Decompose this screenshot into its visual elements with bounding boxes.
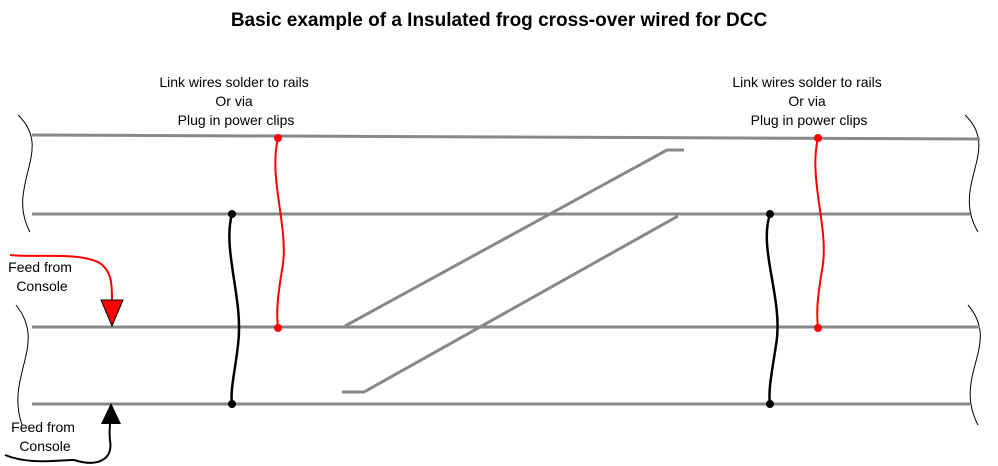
track-edge-right-lower (967, 304, 981, 426)
link-label-left-line-2: Or via (215, 93, 253, 109)
rail-top-outer (31, 133, 981, 141)
solder-point-black-left-bottom (228, 400, 236, 408)
link-label-left: Link wires solder to rails Or via Plug i… (159, 74, 312, 128)
feed-wire-red (9, 254, 113, 301)
link-wire-red-right (814, 137, 825, 329)
link-label-left-line-3: Plug in power clips (178, 112, 295, 128)
link-wire-black-right (765, 213, 779, 405)
feed-label-red-line-1: Feed from (8, 259, 72, 275)
track-edge-left-lower (15, 304, 29, 426)
feed-label-black-line-1: Feed from (11, 419, 75, 435)
feed-wire-black-left (4, 454, 75, 463)
link-label-left-line-1: Link wires solder to rails (159, 74, 308, 90)
feed-arrow-red (100, 299, 124, 328)
feed-label-black: Feed from Console (11, 419, 79, 454)
solder-point-red-left-bottom (274, 324, 282, 332)
diagram-title: Basic example of a Insulated frog cross-… (231, 10, 768, 31)
link-label-right-line-1: Link wires solder to rails (732, 74, 881, 90)
feed-label-black-line-2: Console (19, 438, 71, 454)
link-label-right: Link wires solder to rails Or via Plug i… (732, 74, 885, 128)
feed-label-red: Feed from Console (8, 259, 76, 294)
link-label-right-line-2: Or via (788, 93, 826, 109)
track-edge-right-upper (964, 114, 980, 233)
solder-point-black-right-top (766, 210, 774, 218)
solder-point-red-left-top (274, 134, 282, 142)
solder-point-red-right-bottom (814, 324, 822, 332)
link-wire-red-left (274, 137, 285, 329)
solder-point-red-right-top (814, 134, 822, 142)
solder-point-black-left-top (228, 210, 236, 218)
link-wire-black-left (228, 213, 241, 405)
crossover-rail-upper (344, 148, 684, 328)
feed-wire-black (73, 421, 112, 464)
feed-arrow-black (101, 403, 121, 424)
feed-label-red-line-2: Console (16, 278, 68, 294)
link-label-right-line-3: Plug in power clips (751, 112, 868, 128)
solder-point-black-right-bottom (766, 400, 774, 408)
crossover-rail-lower (342, 214, 679, 394)
track-edge-left-upper (17, 114, 33, 233)
